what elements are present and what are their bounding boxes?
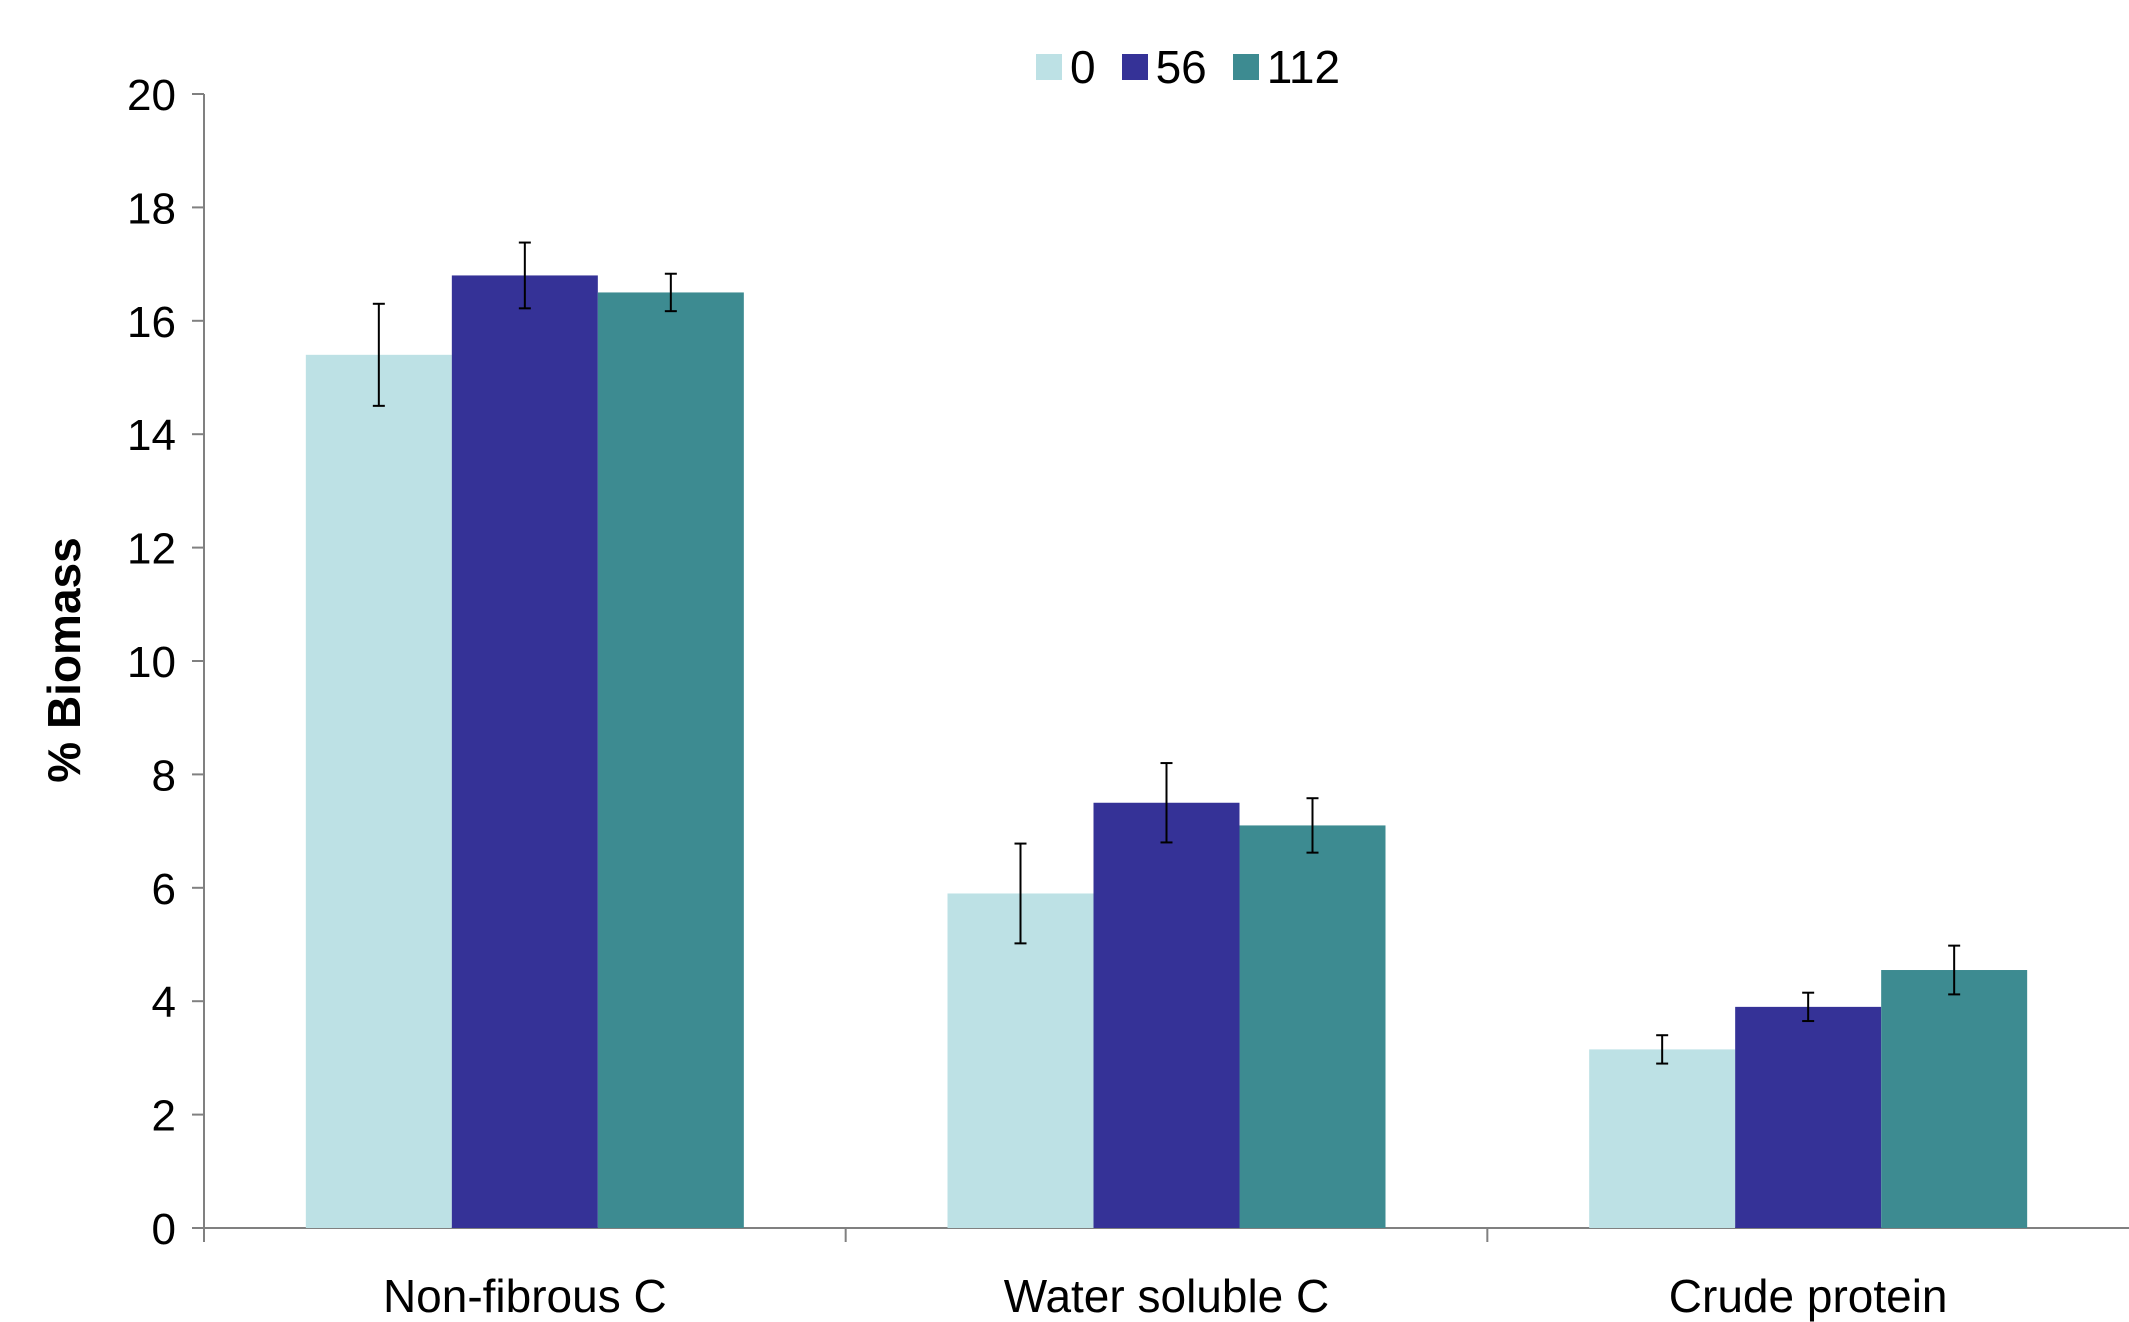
y-tick-label: 18 xyxy=(127,184,176,233)
legend-swatch xyxy=(1232,54,1259,80)
bar xyxy=(451,275,598,1228)
bar xyxy=(1239,825,1386,1228)
legend-item: 0 xyxy=(1036,40,1096,94)
y-tick-label: 16 xyxy=(127,298,176,347)
y-tick-label: 2 xyxy=(152,1092,176,1141)
y-tick-label: 6 xyxy=(152,865,176,914)
y-tick-label: 10 xyxy=(127,638,176,687)
legend-swatch xyxy=(1036,54,1062,80)
legend-swatch xyxy=(1121,54,1148,80)
y-tick-label: 0 xyxy=(152,1205,176,1254)
legend-label: 0 xyxy=(1070,41,1096,93)
x-category-label: Water soluble C xyxy=(1004,1270,1330,1322)
legend-label: 112 xyxy=(1266,41,1341,93)
y-tick-label: 8 xyxy=(152,751,176,800)
legend-label: 56 xyxy=(1155,41,1207,93)
y-tick-label: 12 xyxy=(127,525,176,574)
bar xyxy=(947,893,1094,1228)
bar xyxy=(1881,970,2028,1228)
y-tick-label: 20 xyxy=(127,71,176,120)
bar xyxy=(305,354,452,1228)
bar xyxy=(597,292,744,1228)
bar xyxy=(1589,1049,1736,1228)
x-category-label: Non-fibrous C xyxy=(383,1270,667,1322)
legend: 0 56 112 xyxy=(1036,40,1366,94)
y-tick-label: 14 xyxy=(127,411,176,460)
bar xyxy=(1735,1006,1882,1228)
legend-item: 112 xyxy=(1232,40,1341,94)
y-tick-label: 4 xyxy=(152,978,176,1027)
bar xyxy=(1093,802,1240,1228)
x-category-label: Crude protein xyxy=(1669,1270,1948,1322)
y-axis-title: % Biomass xyxy=(38,537,90,783)
legend-item: 56 xyxy=(1121,40,1207,94)
